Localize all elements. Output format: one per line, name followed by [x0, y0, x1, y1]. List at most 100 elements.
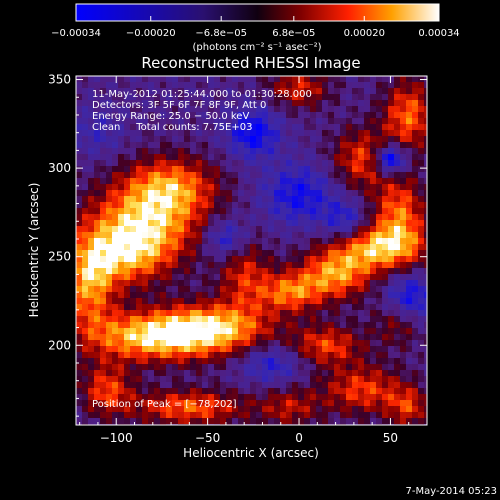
heatmap-cell [214, 112, 221, 119]
heatmap-cell [208, 106, 215, 113]
heatmap-cell [394, 220, 401, 227]
heatmap-cell [418, 388, 425, 395]
heatmap-cell [112, 136, 119, 143]
heatmap-cell [136, 382, 143, 389]
heatmap-cell [310, 226, 317, 233]
heatmap-cell [424, 250, 427, 257]
heatmap-cell [262, 298, 269, 305]
heatmap-cell [118, 322, 125, 329]
heatmap-cell [340, 388, 347, 395]
heatmap-cell [328, 322, 335, 329]
heatmap-cell [364, 196, 371, 203]
heatmap-cell [76, 394, 83, 401]
heatmap-cell [352, 94, 359, 101]
heatmap-cell [346, 406, 353, 413]
heatmap-cell [352, 376, 359, 383]
heatmap-cell [310, 118, 317, 125]
heatmap-cell [196, 112, 203, 119]
heatmap-cell [244, 220, 251, 227]
heatmap-cell [100, 166, 107, 173]
heatmap-cell [352, 316, 359, 323]
heatmap-cell [88, 358, 95, 365]
heatmap-cell [190, 400, 197, 407]
heatmap-cell [346, 214, 353, 221]
heatmap-cell [304, 340, 311, 347]
heatmap-cell [382, 322, 389, 329]
heatmap-cell [292, 316, 299, 323]
heatmap-cell [304, 346, 311, 353]
heatmap-cell [256, 106, 263, 113]
heatmap-cell [232, 322, 239, 329]
heatmap-cell [148, 166, 155, 173]
heatmap-cell [220, 274, 227, 281]
heatmap-cell [220, 76, 227, 83]
heatmap-cell [268, 130, 275, 137]
heatmap-cell [316, 142, 323, 149]
heatmap-cell [346, 304, 353, 311]
heatmap-cell [184, 202, 191, 209]
heatmap-cell [160, 262, 167, 269]
heatmap-cell [286, 298, 293, 305]
heatmap-cell [340, 310, 347, 317]
heatmap-cell [322, 292, 329, 299]
heatmap-cell [328, 382, 335, 389]
heatmap-cell [400, 310, 407, 317]
heatmap-cell [328, 238, 335, 245]
heatmap-cell [244, 106, 251, 113]
heatmap-cell [358, 262, 365, 269]
heatmap-cell [412, 334, 419, 341]
heatmap-cell [316, 382, 323, 389]
heatmap-cell [358, 382, 365, 389]
heatmap-cell [88, 310, 95, 317]
heatmap-cell [388, 340, 395, 347]
heatmap-cell [298, 412, 305, 419]
heatmap-cell [382, 184, 389, 191]
heatmap-cell [136, 166, 143, 173]
heatmap-cell [262, 178, 269, 185]
heatmap-cell [394, 166, 401, 173]
heatmap-cell [226, 166, 233, 173]
heatmap-cell [106, 202, 113, 209]
heatmap-cell [100, 352, 107, 359]
heatmap-cell [118, 160, 125, 167]
heatmap-cell [130, 184, 137, 191]
heatmap-cell [148, 322, 155, 329]
heatmap-cell [316, 394, 323, 401]
heatmap-cell [382, 178, 389, 185]
heatmap-cell [286, 400, 293, 407]
heatmap-cell [172, 382, 179, 389]
heatmap-cell [238, 370, 245, 377]
heatmap-cell [220, 250, 227, 257]
heatmap-cell [124, 148, 131, 155]
heatmap-cell [352, 292, 359, 299]
heatmap-cell [214, 172, 221, 179]
heatmap-cell [256, 184, 263, 191]
heatmap-cell [136, 154, 143, 161]
heatmap-cell [232, 370, 239, 377]
heatmap-cell [280, 184, 287, 191]
heatmap-cell [160, 304, 167, 311]
heatmap-cell [184, 280, 191, 287]
heatmap-cell [316, 256, 323, 263]
heatmap-cell [292, 130, 299, 137]
heatmap-cell [304, 394, 311, 401]
heatmap-cell [346, 100, 353, 107]
heatmap-cell [292, 400, 299, 407]
heatmap-cell [76, 178, 83, 185]
heatmap-cell [124, 310, 131, 317]
heatmap-cell [346, 94, 353, 101]
heatmap-cell [286, 412, 293, 419]
heatmap-cell [178, 124, 185, 131]
heatmap-cell [274, 172, 281, 179]
heatmap-cell [364, 370, 371, 377]
heatmap-cell [352, 274, 359, 281]
heatmap-cell [280, 280, 287, 287]
heatmap-cell [322, 370, 329, 377]
heatmap-cell [274, 202, 281, 209]
heatmap-cell [406, 100, 413, 107]
heatmap-cell [76, 412, 83, 419]
heatmap-cell [376, 334, 383, 341]
heatmap-cell [94, 130, 101, 137]
heatmap-cell [154, 346, 161, 353]
heatmap-cell [382, 76, 389, 83]
